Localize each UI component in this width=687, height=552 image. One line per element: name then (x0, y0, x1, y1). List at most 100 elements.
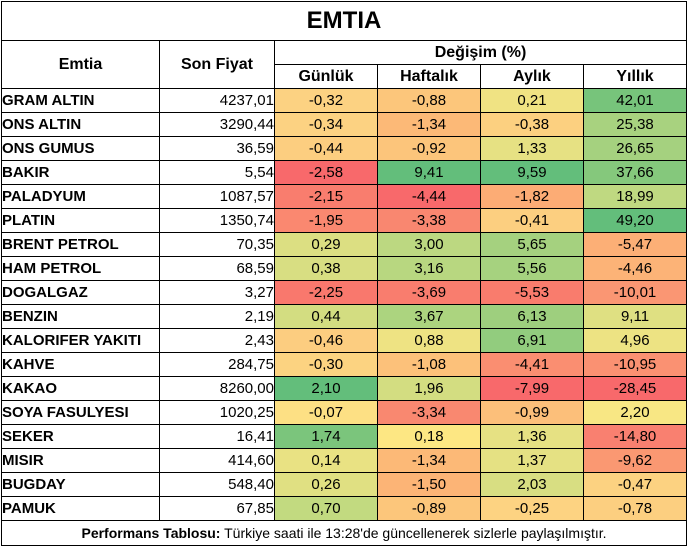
header-yillik: Yıllık (582, 64, 687, 89)
table-row: BUGDAY 548,40 0,26 -1,50 2,03 -0,47 (1, 472, 687, 497)
table-row: MISIR 414,60 0,14 -1,34 1,37 -9,62 (1, 448, 687, 473)
weekly-change: 9,41 (377, 160, 481, 185)
last-price: 5,54 (159, 160, 275, 185)
weekly-change: 3,67 (377, 304, 481, 329)
yearly-change: 37,66 (582, 160, 687, 185)
yearly-change: 9,11 (582, 304, 687, 329)
monthly-change: -5,53 (480, 280, 584, 305)
weekly-change: -1,50 (377, 472, 481, 497)
last-price: 1087,57 (159, 184, 275, 209)
commodity-name: SOYA FASULYESI (1, 400, 160, 425)
weekly-change: 1,96 (377, 376, 481, 401)
daily-change: -1,95 (274, 208, 378, 233)
footer-label: Performans Tablosu: (81, 525, 221, 541)
commodity-name: PAMUK (1, 496, 160, 521)
last-price: 1350,74 (159, 208, 275, 233)
yearly-change: -0,78 (582, 496, 687, 521)
table-row: ONS GUMUS 36,59 -0,44 -0,92 1,33 26,65 (1, 136, 687, 161)
last-price: 8260,00 (159, 376, 275, 401)
last-price: 2,43 (159, 328, 275, 353)
yearly-change: -14,80 (582, 424, 687, 449)
yearly-change: -10,01 (582, 280, 687, 305)
commodity-name: PLATIN (1, 208, 160, 233)
commodity-name: DOGALGAZ (1, 280, 160, 305)
header-emtia: Emtia (1, 40, 160, 89)
commodity-name: BENZIN (1, 304, 160, 329)
daily-change: 1,74 (274, 424, 378, 449)
daily-change: 0,70 (274, 496, 378, 521)
footer-text: Türkiye saati ile 13:28'de güncellenerek… (220, 525, 607, 541)
table-row: SOYA FASULYESI 1020,25 -0,07 -3,34 -0,99 2,20 (1, 400, 687, 425)
commodity-name: MISIR (1, 448, 160, 473)
table-row: DOGALGAZ 3,27 -2,25 -3,69 -5,53 -10,01 (1, 280, 687, 305)
table-row: PAMUK 67,85 0,70 -0,89 -0,25 -0,78 (1, 496, 687, 521)
monthly-change: 6,91 (480, 328, 584, 353)
table-row: KAHVE 284,75 -0,30 -1,08 -4,41 -10,95 (1, 352, 687, 377)
weekly-change: -0,88 (377, 88, 481, 113)
header-haftalik: Haftalık (377, 64, 481, 89)
last-price: 68,59 (159, 256, 275, 281)
monthly-change: -4,41 (480, 352, 584, 377)
weekly-change: -1,34 (377, 448, 481, 473)
monthly-change: 6,13 (480, 304, 584, 329)
commodity-name: PALADYUM (1, 184, 160, 209)
monthly-change: -7,99 (480, 376, 584, 401)
header-degisim: Değişim (%) (273, 40, 687, 65)
table-row: PALADYUM 1087,57 -2,15 -4,44 -1,82 18,99 (1, 184, 687, 209)
daily-change: 2,10 (274, 376, 378, 401)
yearly-change: -28,45 (582, 376, 687, 401)
daily-change: -0,44 (274, 136, 378, 161)
yearly-change: -4,46 (582, 256, 687, 281)
last-price: 67,85 (159, 496, 275, 521)
commodity-name: KAKAO (1, 376, 160, 401)
last-price: 3290,44 (159, 112, 275, 137)
monthly-change: -1,82 (480, 184, 584, 209)
monthly-change: 0,21 (480, 88, 584, 113)
weekly-change: -1,08 (377, 352, 481, 377)
yearly-change: -9,62 (582, 448, 687, 473)
monthly-change: 5,56 (480, 256, 584, 281)
table-row: BAKIR 5,54 -2,58 9,41 9,59 37,66 (1, 160, 687, 185)
monthly-change: -0,25 (480, 496, 584, 521)
yearly-change: 49,20 (582, 208, 687, 233)
last-price: 2,19 (159, 304, 275, 329)
commodity-name: BUGDAY (1, 472, 160, 497)
daily-change: -0,46 (274, 328, 378, 353)
commodity-name: BRENT PETROL (1, 232, 160, 257)
daily-change: -0,34 (274, 112, 378, 137)
weekly-change: -4,44 (377, 184, 481, 209)
weekly-change: -1,34 (377, 112, 481, 137)
monthly-change: -0,38 (480, 112, 584, 137)
weekly-change: 0,88 (377, 328, 481, 353)
daily-change: -0,32 (274, 88, 378, 113)
weekly-change: -3,69 (377, 280, 481, 305)
daily-change: 0,14 (274, 448, 378, 473)
daily-change: 0,29 (274, 232, 378, 257)
table-row: BENZIN 2,19 0,44 3,67 6,13 9,11 (1, 304, 687, 329)
table-row: GRAM ALTIN 4237,01 -0,32 -0,88 0,21 42,01 (1, 88, 687, 113)
daily-change: -0,30 (274, 352, 378, 377)
yearly-change: 2,20 (582, 400, 687, 425)
header-son-fiyat: Son Fiyat (159, 40, 275, 89)
last-price: 1020,25 (159, 400, 275, 425)
yearly-change: 4,96 (582, 328, 687, 353)
last-price: 36,59 (159, 136, 275, 161)
last-price: 548,40 (159, 472, 275, 497)
commodity-name: BAKIR (1, 160, 160, 185)
daily-change: -0,07 (274, 400, 378, 425)
table-row: KALORIFER YAKITI 2,43 -0,46 0,88 6,91 4,96 (1, 328, 687, 353)
table-row: ONS ALTIN 3290,44 -0,34 -1,34 -0,38 25,38 (1, 112, 687, 137)
last-price: 4237,01 (159, 88, 275, 113)
table-row: BRENT PETROL 70,35 0,29 3,00 5,65 -5,47 (1, 232, 687, 257)
daily-change: -2,25 (274, 280, 378, 305)
table-row: KAKAO 8260,00 2,10 1,96 -7,99 -28,45 (1, 376, 687, 401)
commodity-name: ONS ALTIN (1, 112, 160, 137)
last-price: 70,35 (159, 232, 275, 257)
commodity-name: KAHVE (1, 352, 160, 377)
table-row: PLATIN 1350,74 -1,95 -3,38 -0,41 49,20 (1, 208, 687, 233)
table-row: HAM PETROL 68,59 0,38 3,16 5,56 -4,46 (1, 256, 687, 281)
yearly-change: 26,65 (582, 136, 687, 161)
monthly-change: 2,03 (480, 472, 584, 497)
commodity-name: SEKER (1, 424, 160, 449)
